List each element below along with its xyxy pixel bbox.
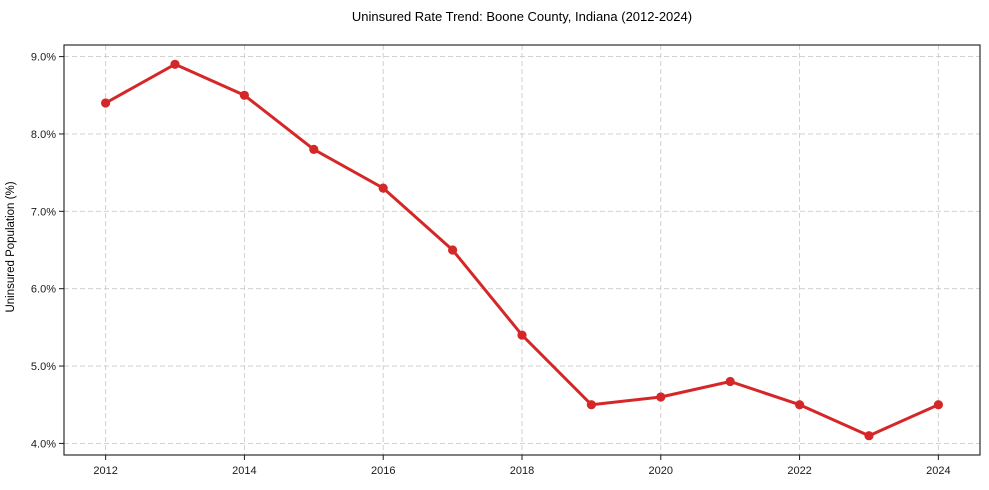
chart-title: Uninsured Rate Trend: Boone County, Indi… — [352, 9, 692, 24]
data-point-2021 — [725, 376, 735, 387]
data-point-2012 — [101, 98, 111, 108]
y-tick-label: 6.0% — [31, 284, 56, 296]
data-point-2018 — [517, 330, 527, 340]
y-tick-label: 9.0% — [31, 52, 56, 64]
y-tick-label: 4.0% — [31, 438, 56, 450]
data-point-2022 — [795, 400, 805, 410]
data-point-2014 — [239, 90, 249, 100]
data-point-2023 — [864, 431, 874, 441]
y-tick-label: 8.0% — [31, 129, 56, 141]
x-tick-label: 2022 — [787, 465, 811, 477]
data-point-2024 — [933, 400, 944, 410]
x-tick-label: 2014 — [232, 465, 256, 477]
data-point-2017 — [448, 245, 458, 255]
y-axis-label: Uninsured Population (%) — [5, 181, 17, 312]
data-point-2019 — [586, 400, 597, 410]
data-point-2013 — [170, 59, 180, 69]
grid-layer — [64, 45, 980, 455]
ticks-layer: 4.0% 5.0% 6.0% 7.0% 8.0% 9.0% 2012 2014 2016 2018… — [31, 52, 951, 477]
y-tick-label: 7.0% — [31, 206, 56, 218]
data-point-2016 — [378, 183, 388, 193]
x-tick-label: 2012 — [93, 465, 117, 477]
x-tick-label: 2020 — [649, 465, 673, 477]
x-tick-label: 2018 — [510, 465, 534, 477]
x-tick-label: 2024 — [926, 465, 950, 477]
y-tick-label: 5.0% — [31, 361, 56, 373]
data-point-2015 — [309, 144, 319, 154]
x-tick-label: 2016 — [371, 465, 395, 477]
data-point-2020 — [656, 392, 666, 402]
data-layer — [101, 59, 944, 441]
